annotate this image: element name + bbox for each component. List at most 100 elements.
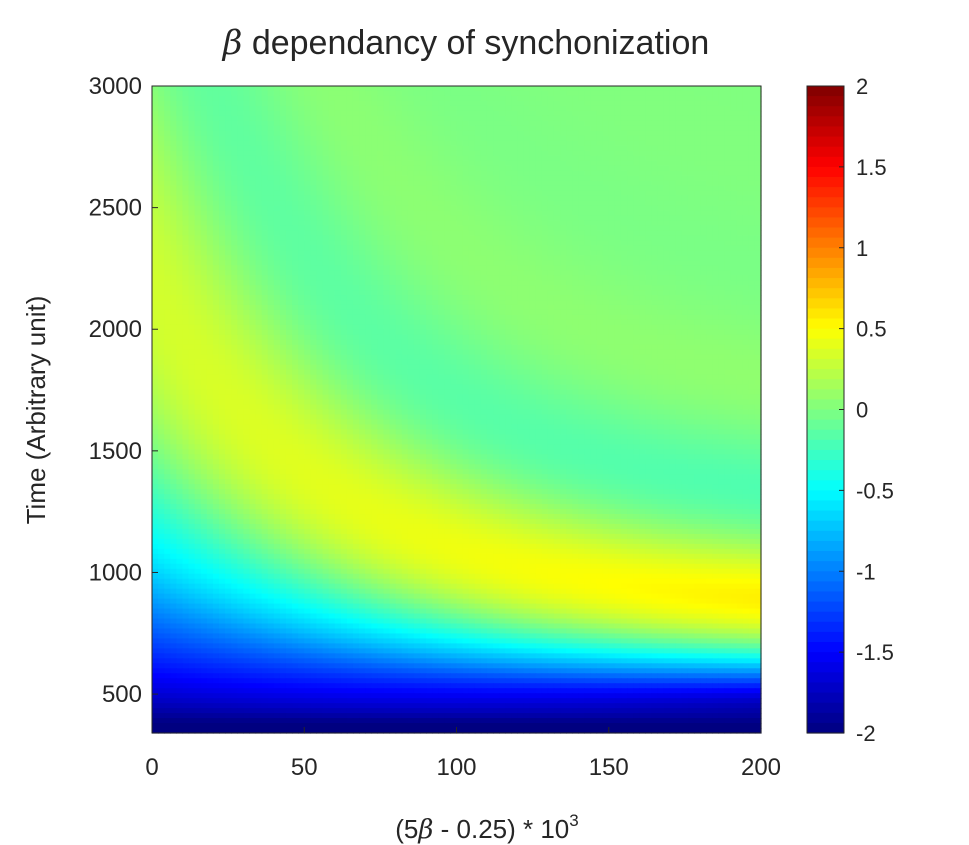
heatmap-cell <box>328 200 336 207</box>
heatmap-cell <box>316 250 324 256</box>
heatmap-cell <box>170 260 177 266</box>
heatmap-cell <box>383 324 391 331</box>
heatmap-cell <box>493 100 500 107</box>
heatmap-cell <box>359 110 366 117</box>
heatmap-cell <box>164 300 171 306</box>
heatmap-cell <box>292 95 299 102</box>
heatmap-cell <box>462 105 470 112</box>
heatmap-cell <box>499 125 506 132</box>
heatmap-cell <box>669 270 677 276</box>
heatmap-cell <box>456 200 464 207</box>
heatmap-cell <box>225 210 232 216</box>
heatmap-cell <box>700 115 707 122</box>
heatmap-cell <box>645 130 652 137</box>
heatmap-cell <box>535 150 543 157</box>
heatmap-cell <box>566 150 573 157</box>
heatmap-cell <box>663 125 671 132</box>
heatmap-cell <box>614 280 622 286</box>
heatmap-cell <box>651 165 659 172</box>
heatmap-cell <box>687 115 695 122</box>
heatmap-cell <box>560 195 567 202</box>
heatmap-cell <box>614 240 622 246</box>
heatmap-cell <box>322 100 330 107</box>
heatmap-cell <box>493 230 500 236</box>
heatmap-cell <box>328 250 336 256</box>
heatmap-cell <box>456 170 464 177</box>
heatmap-cell <box>407 255 415 261</box>
heatmap-cell <box>359 130 366 137</box>
heatmap-cell <box>736 225 744 231</box>
heatmap-cell <box>273 110 281 117</box>
heatmap-cell <box>724 230 732 236</box>
heatmap-cell <box>499 115 506 122</box>
heatmap-cell <box>706 195 713 202</box>
heatmap-cell <box>444 260 452 266</box>
heatmap-cell <box>620 275 628 281</box>
heatmap-cell <box>541 110 549 117</box>
heatmap-cell <box>450 329 458 336</box>
heatmap-cell <box>669 140 677 147</box>
heatmap-cell <box>754 255 762 261</box>
heatmap-cell <box>334 240 342 246</box>
heatmap-cell <box>322 290 330 296</box>
heatmap-cell <box>352 275 360 281</box>
heatmap-cell <box>170 145 177 152</box>
heatmap-cell <box>468 155 476 162</box>
heatmap-cell <box>645 155 652 162</box>
heatmap-cell <box>499 319 506 326</box>
heatmap-cell <box>614 105 622 112</box>
heatmap-cell <box>383 270 391 276</box>
heatmap-cell <box>292 140 299 147</box>
heatmap-cell <box>675 180 683 187</box>
heatmap-cell <box>450 86 458 92</box>
heatmap-cell <box>261 155 269 162</box>
heatmap-cell <box>267 105 275 112</box>
heatmap-cell <box>712 240 719 246</box>
heatmap-cell <box>694 105 701 112</box>
heatmap-cell <box>645 309 652 316</box>
heatmap-cell <box>730 205 738 212</box>
heatmap-cell <box>359 155 366 162</box>
heatmap-cell <box>182 205 190 212</box>
heatmap-cell <box>706 170 713 177</box>
heatmap-cell <box>261 215 269 221</box>
heatmap-cell <box>712 125 719 132</box>
heatmap-cell <box>748 285 756 291</box>
heatmap-cell <box>158 290 165 296</box>
heatmap-cell <box>389 275 397 281</box>
heatmap-cell <box>401 160 409 167</box>
heatmap-cell <box>748 245 756 251</box>
heatmap-cell <box>663 95 671 102</box>
heatmap-cell <box>657 225 665 231</box>
heatmap-cell <box>194 140 202 147</box>
heatmap-cell <box>499 265 506 271</box>
heatmap-cell <box>596 220 604 226</box>
heatmap-cell <box>456 225 464 231</box>
heatmap-cell <box>340 115 348 122</box>
heatmap-cell <box>669 180 677 187</box>
heatmap-cell <box>225 115 232 122</box>
heatmap-cell <box>468 90 476 97</box>
heatmap-cell <box>517 205 525 212</box>
heatmap-cell <box>419 225 427 231</box>
heatmap-cell <box>754 230 762 236</box>
heatmap-cell <box>511 115 518 122</box>
heatmap-cell <box>267 290 275 296</box>
heatmap-cell <box>419 309 427 316</box>
heatmap-cell <box>194 255 202 261</box>
heatmap-cell <box>346 280 354 286</box>
heatmap-cell <box>395 285 403 291</box>
heatmap-cell <box>462 185 470 192</box>
heatmap-cell <box>298 210 305 216</box>
heatmap-cell <box>273 270 281 276</box>
heatmap-cell <box>541 140 549 147</box>
heatmap-cell <box>346 180 354 187</box>
heatmap-cell <box>395 90 403 97</box>
heatmap-cell <box>200 275 208 281</box>
heatmap-cell <box>572 190 579 197</box>
heatmap-cell <box>419 86 427 92</box>
heatmap-cell <box>511 230 518 236</box>
heatmap-cell <box>566 285 573 291</box>
heatmap-cell <box>285 90 293 97</box>
heatmap-cell <box>152 160 159 167</box>
